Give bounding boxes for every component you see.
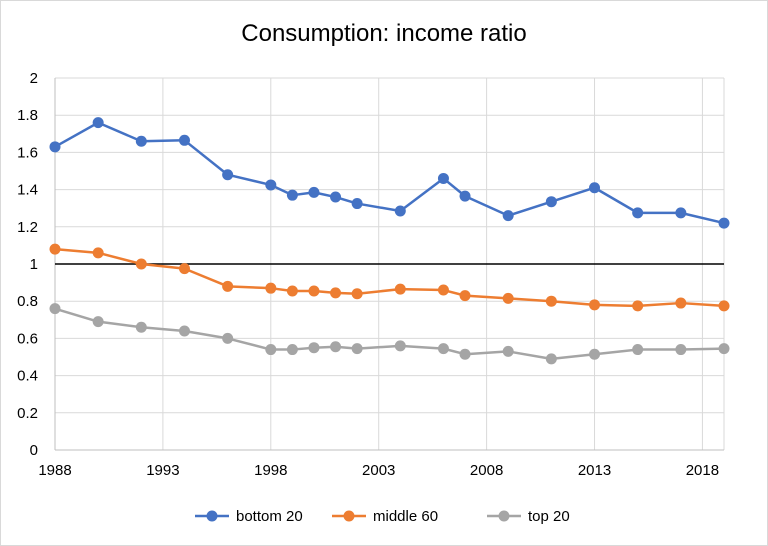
data-point bbox=[222, 332, 234, 344]
legend-label: top 20 bbox=[528, 508, 570, 525]
data-point bbox=[308, 186, 320, 198]
data-point bbox=[437, 172, 449, 184]
data-point bbox=[545, 353, 557, 365]
chart-title: Consumption: income ratio bbox=[241, 20, 527, 47]
x-tick-label: 2008 bbox=[470, 462, 503, 479]
data-point bbox=[92, 117, 104, 129]
data-point bbox=[394, 283, 406, 295]
data-point bbox=[589, 348, 601, 360]
x-tick-label: 1988 bbox=[38, 462, 71, 479]
data-point bbox=[308, 342, 320, 354]
y-tick-label: 1.6 bbox=[17, 144, 38, 161]
data-point bbox=[632, 300, 644, 312]
data-point bbox=[632, 344, 644, 356]
data-point bbox=[265, 344, 277, 356]
y-tick-label: 0.4 bbox=[17, 368, 38, 385]
data-point bbox=[92, 316, 104, 328]
legend-label: middle 60 bbox=[373, 508, 438, 525]
data-point bbox=[351, 343, 363, 355]
data-point bbox=[265, 179, 277, 191]
data-point bbox=[49, 303, 61, 315]
data-point bbox=[222, 280, 234, 292]
x-tick-label: 2018 bbox=[686, 462, 719, 479]
x-tick-label: 2013 bbox=[578, 462, 611, 479]
data-point bbox=[351, 288, 363, 300]
data-point bbox=[135, 321, 147, 333]
data-point bbox=[675, 297, 687, 309]
y-tick-label: 0.2 bbox=[17, 405, 38, 422]
y-tick-label: 1.4 bbox=[17, 182, 38, 199]
data-point bbox=[135, 258, 147, 270]
y-tick-label: 1 bbox=[30, 256, 38, 273]
data-point bbox=[394, 340, 406, 352]
data-point bbox=[330, 287, 342, 299]
series-line-0 bbox=[54, 121, 725, 225]
data-point bbox=[718, 300, 730, 312]
series-lines bbox=[49, 117, 730, 365]
data-point bbox=[330, 341, 342, 353]
data-point bbox=[545, 295, 557, 307]
y-tick-label: 1.2 bbox=[17, 219, 38, 236]
data-point bbox=[330, 191, 342, 203]
legend: bottom 20 middle 60 top 20 bbox=[195, 508, 570, 525]
data-point bbox=[222, 169, 234, 181]
series-line-1 bbox=[54, 247, 725, 308]
data-point bbox=[459, 290, 471, 302]
data-point bbox=[589, 182, 601, 194]
x-tick-label: 2003 bbox=[362, 462, 395, 479]
y-tick-label: 1.8 bbox=[17, 107, 38, 124]
data-point bbox=[502, 210, 514, 222]
y-tick-label: 0.6 bbox=[17, 330, 38, 347]
x-tick-label: 1993 bbox=[146, 462, 179, 479]
data-point bbox=[394, 205, 406, 217]
data-point bbox=[718, 343, 730, 355]
data-point bbox=[49, 243, 61, 255]
data-point bbox=[178, 134, 190, 146]
data-point bbox=[135, 135, 147, 147]
data-point bbox=[502, 345, 514, 357]
data-point bbox=[437, 284, 449, 296]
legend-swatch-marker bbox=[498, 510, 510, 522]
x-tick-label: 1998 bbox=[254, 462, 287, 479]
axes: 0 0.2 0.4 0.6 0.8 1 1.2 1.4 1.6 1.8 2 1988 1993 1998 2… bbox=[17, 70, 724, 479]
data-point bbox=[437, 343, 449, 355]
data-point bbox=[308, 285, 320, 297]
data-point bbox=[351, 198, 363, 210]
legend-swatch-marker bbox=[343, 510, 355, 522]
data-point bbox=[92, 247, 104, 259]
data-point bbox=[675, 344, 687, 356]
data-point bbox=[589, 299, 601, 311]
data-point bbox=[718, 217, 730, 229]
data-point bbox=[286, 189, 298, 201]
series-line-2 bbox=[54, 307, 725, 361]
data-point bbox=[178, 263, 190, 275]
data-point bbox=[459, 190, 471, 202]
data-point bbox=[459, 348, 471, 360]
data-point bbox=[49, 141, 61, 153]
y-tick-label: 0.8 bbox=[17, 293, 38, 310]
data-point bbox=[545, 196, 557, 208]
data-point bbox=[632, 207, 644, 219]
data-point bbox=[286, 285, 298, 297]
data-point bbox=[286, 344, 298, 356]
y-tick-label: 2 bbox=[30, 70, 38, 87]
data-point bbox=[675, 207, 687, 219]
legend-label: bottom 20 bbox=[236, 508, 303, 525]
data-point bbox=[502, 292, 514, 304]
data-point bbox=[178, 325, 190, 337]
data-point bbox=[265, 282, 277, 294]
legend-swatch-marker bbox=[206, 510, 218, 522]
y-tick-label: 0 bbox=[30, 442, 38, 459]
